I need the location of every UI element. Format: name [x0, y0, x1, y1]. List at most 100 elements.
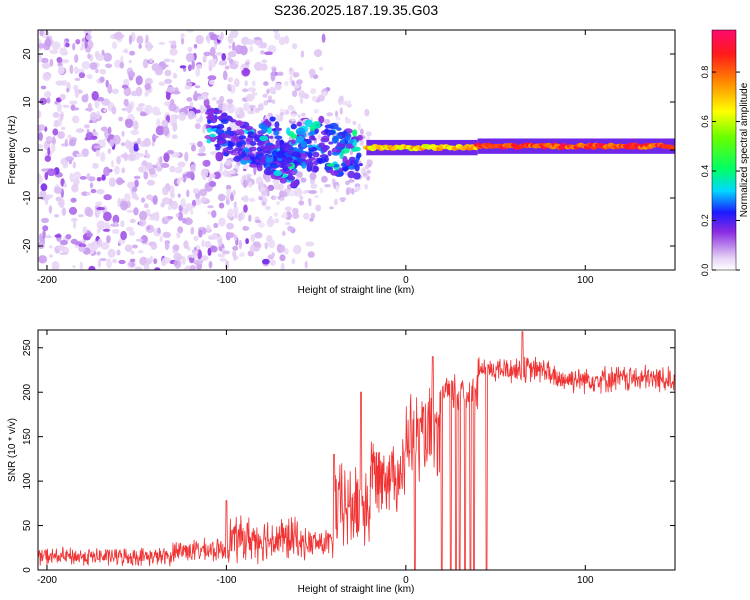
heatmap-cell: [93, 145, 103, 149]
colorbar-label: Normalized spectral amplitude: [739, 82, 750, 217]
heatmap-cell: [287, 225, 294, 232]
heatmap-cell: [40, 183, 48, 192]
heatmap-cell: [238, 135, 247, 140]
heatmap-cell: [357, 123, 361, 131]
heatmap-cell: [279, 178, 287, 184]
heatmap-cell: [126, 103, 133, 114]
heatmap-cell: [352, 146, 361, 152]
heatmap-cell: [321, 175, 328, 183]
heatmap-cell: [321, 91, 328, 97]
heatmap-cell: [170, 192, 176, 199]
heatmap-cell: [197, 152, 207, 157]
heatmap-cell: [97, 229, 101, 233]
heatmap-cell: [244, 61, 250, 66]
heatmap-cell: [86, 74, 93, 79]
heatmap-cell: [300, 140, 307, 148]
heatmap-cell: [342, 130, 348, 135]
heatmap-cell: [233, 156, 242, 163]
heatmap-cell: [114, 165, 120, 175]
heatmap-cell: [229, 169, 236, 175]
heatmap-cell: [166, 150, 175, 155]
heatmap-cell: [319, 187, 323, 194]
heatmap-cell: [78, 243, 87, 248]
heatmap-cell: [73, 171, 81, 179]
heatmap-cell: [260, 42, 268, 49]
heatmap-cell: [274, 114, 280, 120]
heatmap-cell: [274, 135, 283, 140]
heatmap-cell: [210, 33, 218, 41]
heatmap-cell: [42, 73, 51, 81]
heatmap-cell: [261, 59, 268, 64]
spectrogram-x-axis-label: Height of straight line (km): [298, 285, 415, 296]
heatmap-cell: [89, 120, 93, 124]
heatmap-cell: [173, 260, 179, 266]
heatmap-cell: [202, 124, 206, 134]
heatmap-cell: [95, 68, 99, 74]
heatmap-cell: [319, 66, 324, 71]
heatmap-cell: [162, 126, 170, 136]
heatmap-cell: [222, 102, 228, 112]
heatmap-cell: [73, 84, 79, 91]
heatmap-cell: [207, 205, 214, 209]
x-tick-label: 100: [577, 275, 594, 286]
heatmap-cell: [190, 209, 194, 215]
heatmap-cell: [248, 214, 252, 222]
heatmap-cell: [342, 167, 349, 171]
heatmap-cell: [348, 179, 355, 183]
heatmap-cell: [308, 131, 315, 136]
colorbar-tick-label: 0.6: [700, 115, 710, 128]
heatmap-cell: [345, 159, 351, 166]
heatmap-cell: [63, 182, 67, 188]
heatmap-cell: [227, 51, 237, 58]
heatmap-cell: [295, 127, 306, 136]
heatmap-cell: [103, 52, 112, 62]
heatmap-cell: [159, 235, 163, 243]
heatmap-cell: [245, 238, 250, 245]
heatmap-cell: [138, 103, 145, 107]
heatmap-cell: [130, 90, 139, 97]
heatmap-cell: [54, 214, 59, 218]
heatmap-cell: [266, 89, 270, 95]
heatmap-cell: [138, 219, 147, 227]
heatmap-cell: [135, 75, 143, 86]
heatmap-cell: [289, 67, 293, 72]
heatmap-cell: [94, 98, 100, 109]
heatmap-cell: [219, 258, 227, 262]
heatmap-cell: [238, 212, 243, 222]
heatmap-cell: [124, 193, 131, 202]
heatmap-cell: [224, 160, 232, 166]
heatmap-cell: [279, 254, 286, 262]
heatmap-cell: [129, 50, 136, 56]
heatmap-cell: [185, 203, 193, 211]
heatmap-cell: [95, 149, 101, 157]
heatmap-cell: [225, 260, 230, 269]
heatmap-cell: [271, 150, 278, 157]
heatmap-cell: [308, 68, 316, 77]
heatmap-cell: [265, 166, 273, 170]
heatmap-cell: [233, 234, 238, 241]
heatmap-cell: [284, 80, 289, 87]
heatmap-cell: [38, 255, 48, 264]
heatmap-cell: [135, 238, 144, 242]
heatmap-cell: [207, 247, 212, 256]
heatmap-cell: [310, 135, 316, 141]
heatmap-cell: [40, 85, 47, 90]
heatmap-cell: [186, 189, 190, 198]
heatmap-cell: [249, 104, 256, 109]
heatmap-cell: [340, 162, 346, 167]
heatmap-cell: [107, 83, 113, 94]
heatmap-cell: [292, 90, 298, 98]
heatmap-cell: [312, 151, 320, 158]
heatmap-cell: [164, 69, 172, 77]
heatmap-cell: [191, 60, 195, 70]
heatmap-cell: [251, 80, 256, 87]
heatmap-cell: [177, 161, 186, 168]
heatmap-cell: [69, 64, 74, 75]
heatmap-cell: [120, 220, 125, 228]
heatmap-cell: [310, 88, 317, 95]
heatmap-cell: [217, 253, 226, 258]
heatmap-cell: [311, 95, 318, 102]
heatmap-cell: [242, 164, 249, 170]
heatmap-cell: [202, 159, 211, 167]
heatmap-cell: [291, 258, 296, 265]
